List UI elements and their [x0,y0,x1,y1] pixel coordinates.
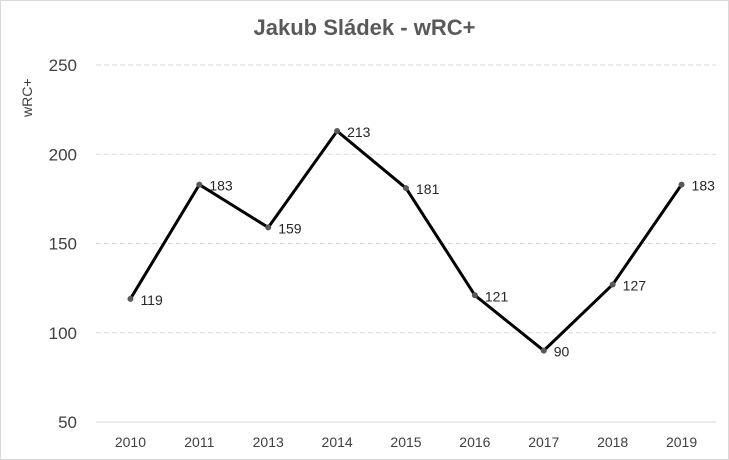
chart-title: Jakub Sládek - wRC+ [253,15,476,40]
data-point [540,347,547,354]
x-tick-label: 2016 [459,434,490,450]
y-tick-label: 50 [58,413,77,432]
data-point [334,128,341,135]
data-point [127,295,134,302]
y-tick-label: 200 [49,145,77,164]
x-tick-label: 2014 [322,434,353,450]
y-tick-label: 250 [49,56,77,75]
x-tick-label: 2010 [115,434,146,450]
x-tick-label: 2011 [184,434,214,450]
data-label: 90 [554,344,570,360]
data-label: 183 [692,178,716,194]
data-label: 127 [623,278,647,294]
x-tick-label: 2017 [528,434,559,450]
data-label: 183 [209,178,233,194]
data-label: 119 [140,292,163,308]
data-point [265,224,272,231]
data-point [678,181,685,188]
y-tick-label: 100 [49,324,77,343]
data-label: 159 [278,220,302,236]
x-tick-label: 2013 [253,434,284,450]
data-point [196,181,203,188]
series-line [129,128,683,353]
data-label: 181 [416,181,440,197]
x-tick-label: 2019 [666,434,697,450]
data-label: 121 [485,288,509,304]
data-label: 213 [347,124,371,140]
y-tick-label: 150 [49,235,77,254]
data-point [403,185,409,192]
x-tick-label: 2015 [390,434,421,450]
x-tick-label: 2018 [597,434,628,450]
data-point [471,292,478,299]
data-point [609,281,616,288]
